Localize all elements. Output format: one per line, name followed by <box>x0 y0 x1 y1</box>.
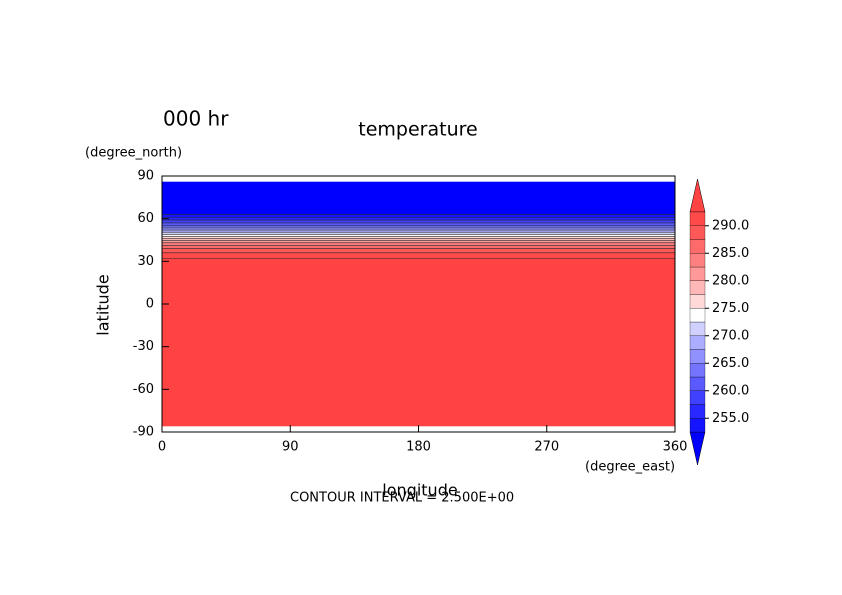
colorbar-box <box>689 294 706 309</box>
colorbar-box <box>689 363 706 378</box>
contour-band <box>162 214 675 218</box>
y-tick-label: -60 <box>133 382 154 397</box>
colorbar-box <box>689 266 706 281</box>
contour-band <box>162 181 675 215</box>
contour-band <box>162 252 675 259</box>
x-tick-label: 360 <box>663 440 688 455</box>
contour-band <box>162 220 675 223</box>
colorbar-box <box>689 253 706 268</box>
y-tick-label: -30 <box>133 339 154 354</box>
colorbar-box <box>689 239 706 254</box>
contour-band <box>162 238 675 241</box>
y-tick-label: 60 <box>137 211 154 226</box>
colorbar-box <box>689 376 706 391</box>
colorbar-label: 290.0 <box>712 218 749 233</box>
y-axis-label: latitude <box>94 274 113 335</box>
contour-band <box>162 222 675 226</box>
colorbar-arrow <box>689 431 706 466</box>
colorbar-box <box>689 321 706 336</box>
y-tick-label: 30 <box>137 254 154 269</box>
x-tick-label: 0 <box>158 440 166 455</box>
chart-title: temperature <box>358 119 477 141</box>
time-label: 000 hr <box>163 107 229 131</box>
y-units: (degree_north) <box>85 146 182 161</box>
colorbar-label: 255.0 <box>712 411 749 426</box>
contour-band <box>162 240 675 243</box>
contour-band <box>162 234 675 237</box>
colorbar-box <box>689 225 706 240</box>
colorbar-label: 265.0 <box>712 356 749 371</box>
footnote: CONTOUR INTERVAL = 2.500E+00 <box>290 491 514 506</box>
contour-band <box>162 245 675 249</box>
contour-band <box>162 217 675 221</box>
x-tick-label: 270 <box>534 440 559 455</box>
colorbar-label: 270.0 <box>712 328 749 343</box>
y-tick-label: 90 <box>137 169 154 184</box>
colorbar-label: 285.0 <box>712 246 749 261</box>
colorbar-box <box>689 349 706 364</box>
colorbar-label: 275.0 <box>712 301 749 316</box>
colorbar-box <box>689 280 706 295</box>
contour-band <box>162 258 675 427</box>
colorbar-box <box>689 308 706 323</box>
contour-band <box>162 230 675 233</box>
contour-band <box>162 236 675 239</box>
colorbar-box <box>689 404 706 419</box>
colorbar-label: 280.0 <box>712 273 749 288</box>
y-tick-label: -90 <box>133 425 154 440</box>
colorbar-box <box>689 211 706 226</box>
x-units: (degree_east) <box>585 460 675 475</box>
contour-band <box>162 225 675 228</box>
colorbar-arrow <box>689 178 706 213</box>
contour-band <box>162 227 675 231</box>
x-tick-label: 90 <box>282 440 299 455</box>
contour-band <box>162 242 675 246</box>
x-tick-label: 180 <box>406 440 431 455</box>
colorbar-box <box>689 390 706 405</box>
y-tick-label: 0 <box>146 297 154 312</box>
colorbar-box <box>689 418 706 433</box>
colorbar-box <box>689 335 706 350</box>
contour-band <box>162 232 675 235</box>
contour-band <box>162 248 675 253</box>
x-axis-label: longitude <box>382 481 457 500</box>
colorbar-label: 260.0 <box>712 383 749 398</box>
